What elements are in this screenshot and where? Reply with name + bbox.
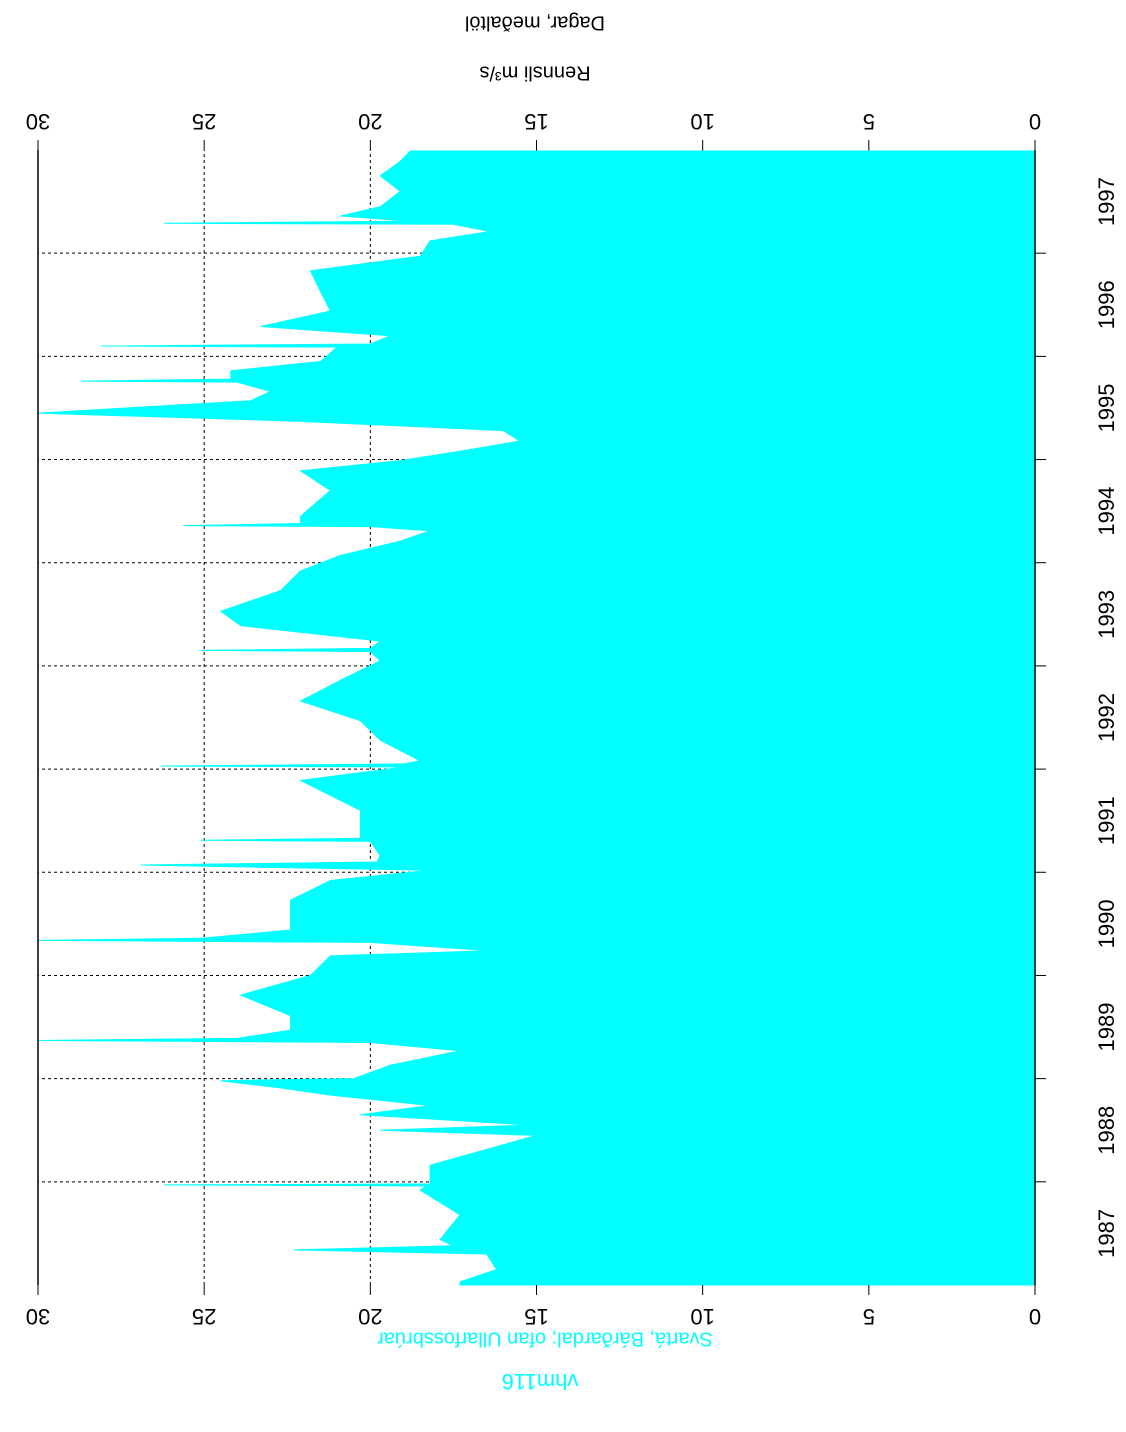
year-label: 1995 (1094, 383, 1119, 432)
year-label: 1991 (1094, 796, 1119, 845)
value-tick-label: 30 (26, 109, 50, 134)
year-label: 1997 (1094, 177, 1119, 226)
x-axis-label: Dagar, meðaltöl (465, 12, 605, 34)
year-label: 1996 (1094, 280, 1119, 329)
value-tick-label: 10 (690, 109, 714, 134)
flow-area (37, 150, 1036, 1286)
year-label: 1988 (1094, 1106, 1119, 1155)
year-label: 1993 (1094, 590, 1119, 639)
value-tick-label: 0 (1029, 1304, 1041, 1329)
chart-subtitle: Svartá, Bárðardal; ofan Ullarfossbrúar (377, 1328, 713, 1350)
year-label: 1989 (1094, 1003, 1119, 1052)
rotated-plot: vhm116 Svartá, Bárðardal; ofan Ullarfoss… (26, 12, 1119, 1394)
value-tick-label: 25 (192, 109, 216, 134)
value-tick-label: 20 (358, 1304, 382, 1329)
value-tick-label: 5 (863, 1304, 875, 1329)
year-label: 1990 (1094, 899, 1119, 948)
value-tick-label: 20 (358, 109, 382, 134)
value-tick-label: 30 (26, 1304, 50, 1329)
value-tick-label: 10 (690, 1304, 714, 1329)
value-tick-label: 15 (524, 109, 548, 134)
value-tick-label: 25 (192, 1304, 216, 1329)
value-tick-label: 0 (1029, 109, 1041, 134)
value-tick-label: 5 (863, 109, 875, 134)
year-label: 1987 (1094, 1209, 1119, 1258)
value-tick-label: 15 (524, 1304, 548, 1329)
year-label: 1992 (1094, 693, 1119, 742)
y-axis-label: Rennsli m³/s (479, 62, 590, 84)
year-label: 1994 (1094, 487, 1119, 536)
chart-title: vhm116 (502, 1369, 579, 1394)
